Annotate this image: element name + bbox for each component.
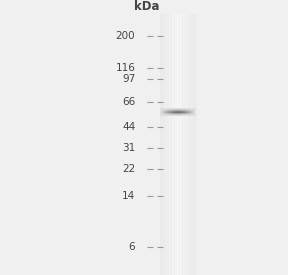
Bar	[162, 108, 163, 116]
Bar	[160, 112, 196, 113]
Bar	[182, 108, 183, 116]
Bar	[191, 108, 192, 116]
Text: 6: 6	[129, 242, 135, 252]
Bar	[195, 108, 196, 116]
Text: 31: 31	[122, 143, 135, 153]
Bar	[160, 110, 196, 111]
Bar	[166, 108, 167, 116]
Text: 97: 97	[122, 74, 135, 84]
Bar	[185, 108, 186, 116]
Bar	[194, 108, 195, 116]
Bar	[185, 108, 186, 116]
Bar	[161, 108, 162, 116]
Text: kDa: kDa	[134, 0, 160, 13]
Bar	[192, 108, 193, 116]
Bar	[166, 108, 167, 116]
Bar	[160, 114, 196, 115]
Bar	[160, 108, 161, 116]
Bar	[176, 108, 177, 116]
Bar	[189, 108, 190, 116]
Bar	[165, 108, 166, 116]
Bar	[162, 108, 163, 116]
Bar	[191, 108, 192, 116]
Bar	[194, 108, 195, 116]
Bar	[190, 108, 191, 116]
Bar	[163, 108, 164, 116]
Bar	[169, 108, 170, 116]
Bar	[190, 108, 191, 116]
Bar	[182, 108, 183, 116]
Bar	[160, 108, 196, 109]
Text: 22: 22	[122, 164, 135, 174]
Bar	[193, 108, 194, 116]
Text: 200: 200	[116, 31, 135, 40]
Bar	[186, 108, 187, 116]
Bar	[160, 108, 161, 116]
Bar	[160, 109, 196, 110]
Bar	[188, 108, 189, 116]
Bar	[181, 108, 182, 116]
Bar	[187, 108, 188, 116]
Bar	[160, 113, 196, 114]
Bar	[164, 108, 165, 116]
Bar	[173, 108, 174, 116]
Bar	[160, 109, 196, 110]
Bar	[178, 108, 179, 116]
Bar	[184, 108, 185, 116]
Text: 66: 66	[122, 97, 135, 108]
Bar	[186, 108, 187, 116]
Bar	[160, 112, 196, 113]
Bar	[179, 108, 180, 116]
Bar	[174, 108, 175, 116]
Text: 44: 44	[122, 122, 135, 132]
Bar	[181, 108, 182, 116]
Bar	[160, 111, 196, 112]
Bar	[177, 108, 178, 116]
Text: 116: 116	[115, 64, 135, 73]
Bar	[189, 108, 190, 116]
Bar	[161, 108, 162, 116]
Bar	[180, 108, 181, 116]
Bar	[160, 110, 196, 111]
Bar	[193, 108, 194, 116]
Bar	[183, 108, 184, 116]
Bar	[165, 108, 166, 116]
Bar	[160, 111, 196, 112]
Bar	[169, 108, 170, 116]
Bar	[172, 108, 173, 116]
Bar	[173, 108, 174, 116]
Bar	[168, 108, 169, 116]
Bar	[160, 113, 196, 114]
Bar	[171, 108, 172, 116]
Bar	[175, 108, 176, 116]
Bar	[195, 108, 196, 116]
Bar	[160, 115, 196, 116]
Bar	[167, 108, 168, 116]
Bar	[174, 108, 175, 116]
Bar	[164, 108, 165, 116]
Bar	[177, 108, 178, 116]
Bar	[160, 109, 196, 110]
Bar	[160, 111, 196, 112]
Bar	[168, 108, 169, 116]
Bar	[160, 14, 196, 275]
Text: 14: 14	[122, 191, 135, 201]
Bar	[170, 108, 171, 116]
Bar	[178, 108, 179, 116]
Bar	[160, 108, 196, 109]
Bar	[160, 114, 196, 115]
